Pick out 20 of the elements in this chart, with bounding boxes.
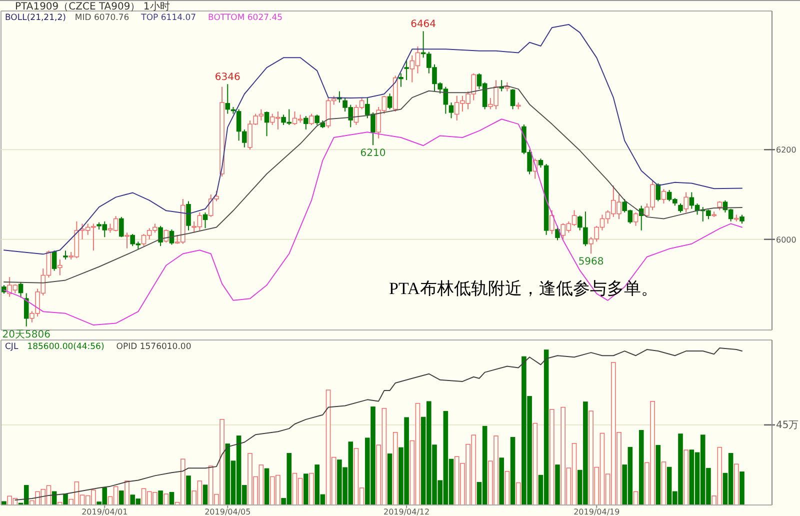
legend-title: CJL [5,342,18,352]
annotation: 6464 [410,19,436,30]
x-tick-label: 2019/04/12 [383,508,430,516]
legend-title: BOLL(21,21,2) [5,13,66,23]
text: 185600.00(44:56) [27,342,104,352]
x-tick-label: 2019/04/19 [574,508,620,516]
x-tick-label: 2019/04/01 [82,508,128,516]
chart-title: PTA1909（CZCE TA909） 1小时 [15,0,170,12]
text: BOTTOM 6027.45 [208,13,283,23]
annotation: 5968 [578,256,604,268]
x-tick-label: 2019/04/05 [204,508,251,516]
y-tick-label: 6200 [776,146,796,155]
text: OPID 1576010.00 [116,342,192,352]
text: MID 6070.76 [74,13,130,23]
text: TOP 6114.07 [140,13,196,23]
annotation: 20天5806 [2,329,50,340]
annotation: 6346 [214,72,240,84]
annotation: 6210 [360,148,386,160]
y-tick-label: 6000 [776,235,796,244]
y-tick-label: 45万 [776,420,799,431]
